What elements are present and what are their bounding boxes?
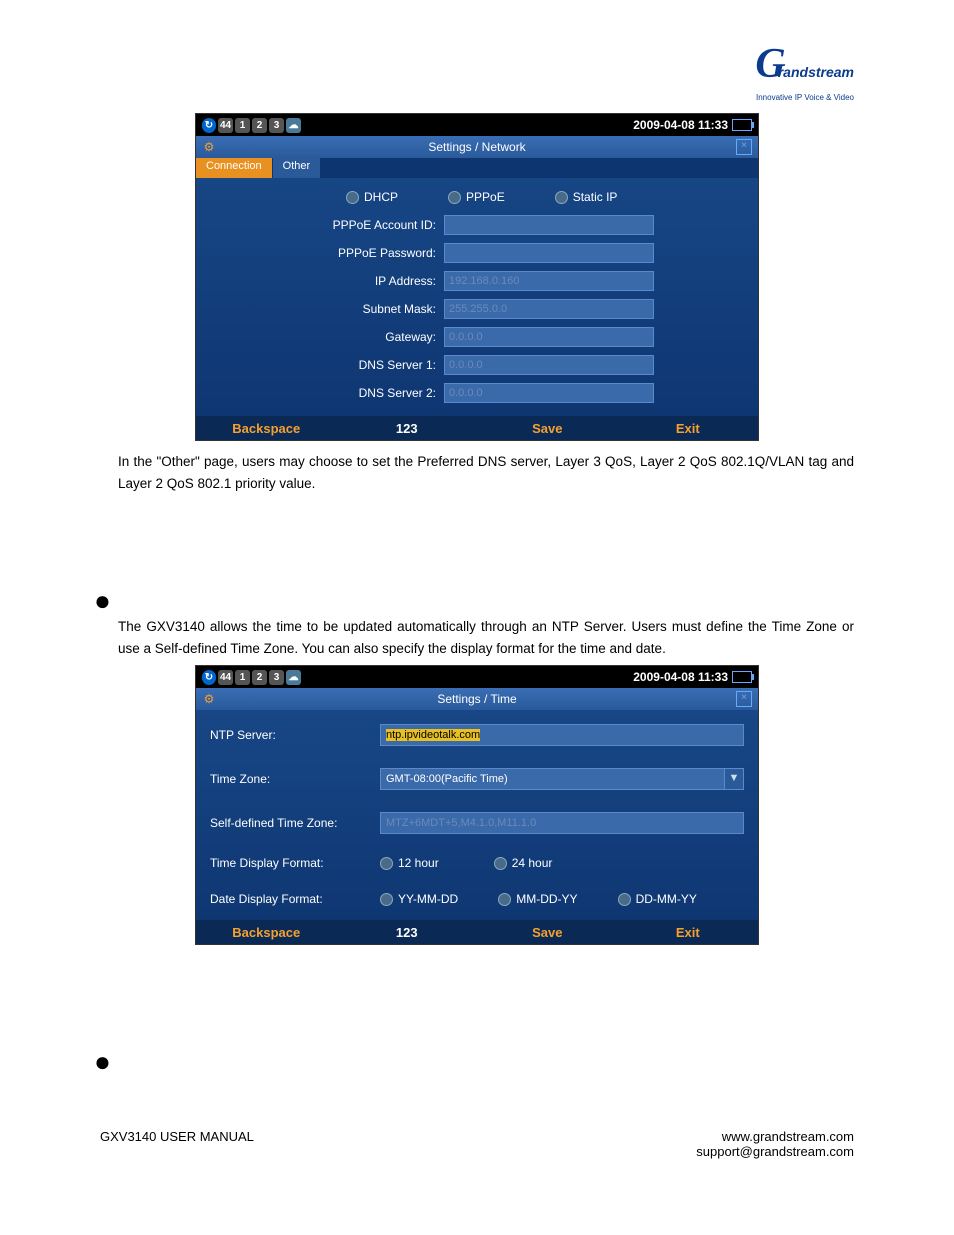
softkey-save[interactable]: Save bbox=[477, 925, 618, 940]
settings-icon: ⚙ bbox=[202, 692, 216, 706]
status-bar: ↻ 44 1 2 3 ☁ 2009-04-08 11:33 bbox=[196, 666, 758, 688]
logo-name: randstream bbox=[778, 64, 854, 80]
radio-24hour[interactable]: 24 hour bbox=[494, 856, 553, 870]
footer-email: support@grandstream.com bbox=[696, 1144, 854, 1159]
input-ip[interactable]: 192.168.0.160 bbox=[444, 271, 654, 291]
time-settings-screen: ↻ 44 1 2 3 ☁ 2009-04-08 11:33 ⚙ Settings… bbox=[195, 665, 759, 945]
refresh-icon: ↻ bbox=[202, 118, 216, 133]
footer-manual-title: GXV3140 USER MANUAL bbox=[100, 1129, 254, 1159]
network-settings-screen: ↻ 44 1 2 3 ☁ 2009-04-08 11:33 ⚙ Settings… bbox=[195, 113, 759, 441]
title-bar: ⚙ Settings / Network × bbox=[196, 136, 758, 158]
tab-bar: Connection Other bbox=[196, 158, 758, 178]
screen-title: Settings / Network bbox=[428, 140, 525, 154]
time-form: NTP Server: ntp.ipvideotalk.com Time Zon… bbox=[196, 710, 758, 920]
status-datetime: 2009-04-08 11:33 bbox=[633, 118, 728, 132]
paragraph-time: The GXV3140 allows the time to be update… bbox=[118, 616, 854, 659]
brand-logo: Grandstream Innovative IP Voice & Video bbox=[100, 40, 854, 103]
label-time-format: Time Display Format: bbox=[210, 856, 380, 870]
battery-icon bbox=[732, 119, 752, 131]
status-num: 44 bbox=[218, 670, 233, 685]
status-num: 3 bbox=[269, 118, 284, 133]
status-num: 1 bbox=[235, 670, 250, 685]
paragraph-other-page: In the "Other" page, users may choose to… bbox=[118, 451, 854, 494]
input-dns1[interactable]: 0.0.0.0 bbox=[444, 355, 654, 375]
label-selfdefined-tz: Self-defined Time Zone: bbox=[210, 816, 380, 830]
input-password[interactable] bbox=[444, 243, 654, 263]
softkey-backspace[interactable]: Backspace bbox=[196, 925, 337, 940]
close-icon[interactable]: × bbox=[736, 691, 752, 707]
radio-pppoe[interactable]: PPPoE bbox=[448, 190, 505, 204]
screen-title: Settings / Time bbox=[437, 692, 516, 706]
softkey-exit[interactable]: Exit bbox=[618, 925, 759, 940]
input-mask[interactable]: 255.255.0.0 bbox=[444, 299, 654, 319]
title-bar: ⚙ Settings / Time × bbox=[196, 688, 758, 710]
softkey-123[interactable]: 123 bbox=[337, 925, 478, 940]
logo-tagline: Innovative IP Voice & Video bbox=[756, 93, 854, 102]
input-ntp[interactable]: ntp.ipvideotalk.com bbox=[380, 724, 744, 746]
radio-mdy[interactable]: MM-DD-YY bbox=[498, 892, 577, 906]
status-bar: ↻ 44 1 2 3 ☁ 2009-04-08 11:33 bbox=[196, 114, 758, 136]
refresh-icon: ↻ bbox=[202, 670, 216, 685]
radio-dhcp[interactable]: DHCP bbox=[346, 190, 398, 204]
label-dns2: DNS Server 2: bbox=[206, 386, 444, 400]
label-date-format: Date Display Format: bbox=[210, 892, 380, 906]
radio-12hour[interactable]: 12 hour bbox=[380, 856, 439, 870]
chevron-down-icon: ▼ bbox=[724, 769, 743, 789]
status-weather-icon: ☁ bbox=[286, 118, 301, 133]
bullet-2: ● bbox=[94, 1055, 854, 1069]
label-dns1: DNS Server 1: bbox=[206, 358, 444, 372]
softkey-bar: Backspace 123 Save Exit bbox=[196, 416, 758, 440]
label-account: PPPoE Account ID: bbox=[206, 218, 444, 232]
status-num: 44 bbox=[218, 118, 233, 133]
page-footer: GXV3140 USER MANUAL www.grandstream.com … bbox=[100, 1129, 854, 1159]
footer-url: www.grandstream.com bbox=[722, 1129, 854, 1144]
label-password: PPPoE Password: bbox=[206, 246, 444, 260]
input-dns2[interactable]: 0.0.0.0 bbox=[444, 383, 654, 403]
input-gateway[interactable]: 0.0.0.0 bbox=[444, 327, 654, 347]
status-num: 1 bbox=[235, 118, 250, 133]
status-icons: ↻ 44 1 2 3 ☁ bbox=[202, 670, 301, 685]
status-weather-icon: ☁ bbox=[286, 670, 301, 685]
status-icons: ↻ 44 1 2 3 ☁ bbox=[202, 118, 301, 133]
radio-dmy[interactable]: DD-MM-YY bbox=[618, 892, 697, 906]
tab-connection[interactable]: Connection bbox=[196, 158, 273, 178]
network-form: DHCP PPPoE Static IP PPPoE Account ID: P… bbox=[196, 178, 758, 416]
status-datetime: 2009-04-08 11:33 bbox=[633, 670, 728, 684]
softkey-backspace[interactable]: Backspace bbox=[196, 421, 337, 436]
radio-static[interactable]: Static IP bbox=[555, 190, 618, 204]
label-ip: IP Address: bbox=[206, 274, 444, 288]
bullet-1: ● bbox=[94, 594, 854, 608]
label-mask: Subnet Mask: bbox=[206, 302, 444, 316]
input-selfdefined-tz[interactable]: MTZ+6MDT+5,M4.1.0,M11.1.0 bbox=[380, 812, 744, 834]
label-timezone: Time Zone: bbox=[210, 772, 380, 786]
softkey-exit[interactable]: Exit bbox=[618, 421, 759, 436]
softkey-bar: Backspace 123 Save Exit bbox=[196, 920, 758, 944]
radio-ymd[interactable]: YY-MM-DD bbox=[380, 892, 458, 906]
close-icon[interactable]: × bbox=[736, 139, 752, 155]
status-num: 3 bbox=[269, 670, 284, 685]
softkey-save[interactable]: Save bbox=[477, 421, 618, 436]
label-ntp: NTP Server: bbox=[210, 728, 380, 742]
select-timezone[interactable]: GMT-08:00(Pacific Time)▼ bbox=[380, 768, 744, 790]
input-account[interactable] bbox=[444, 215, 654, 235]
softkey-123[interactable]: 123 bbox=[337, 421, 478, 436]
label-gateway: Gateway: bbox=[206, 330, 444, 344]
tab-other[interactable]: Other bbox=[273, 158, 322, 178]
status-num: 2 bbox=[252, 670, 267, 685]
battery-icon bbox=[732, 671, 752, 683]
status-num: 2 bbox=[252, 118, 267, 133]
settings-icon: ⚙ bbox=[202, 140, 216, 154]
